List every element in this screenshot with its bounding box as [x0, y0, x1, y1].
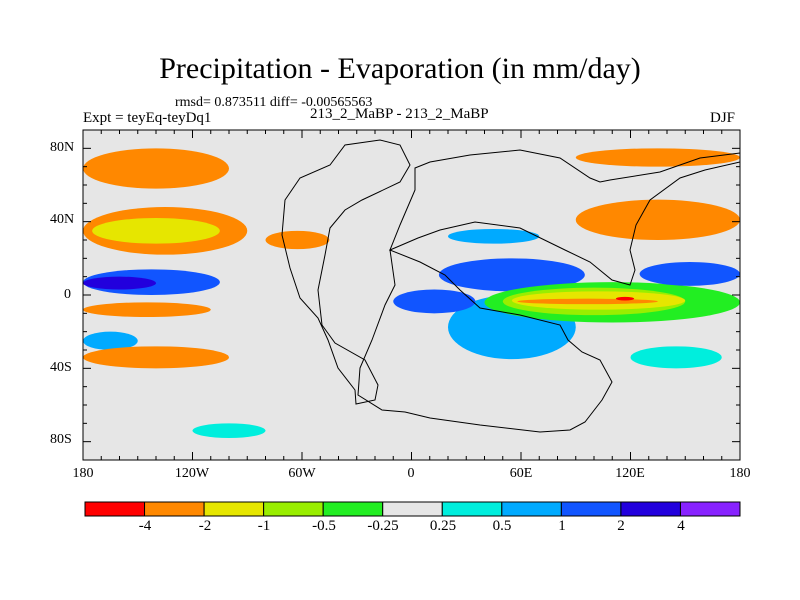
x-tick-label: 180	[729, 466, 751, 481]
y-tick-label: 80N	[50, 140, 75, 155]
experiment-label: Expt = teyEq-teyDq1	[83, 110, 212, 126]
contour-regions	[83, 148, 740, 438]
contour-region	[92, 218, 220, 244]
contour-region	[575, 148, 740, 167]
colorbar-swatch	[620, 501, 681, 517]
contour-region	[265, 230, 330, 250]
season-label: DJF	[710, 110, 736, 126]
chart-title: Precipitation - Evaporation (in mm/day)	[159, 52, 641, 85]
colorbar-label: 1	[558, 518, 566, 534]
contour-region	[438, 258, 585, 292]
colorbar-label: -4	[138, 518, 152, 534]
colorbar-label: -1	[257, 518, 271, 534]
contour-region	[83, 276, 156, 290]
colorbar-swatch	[382, 501, 443, 517]
contour-region	[639, 262, 740, 286]
colorbar-swatch	[501, 501, 562, 517]
contour-region	[630, 346, 722, 369]
colorbar-label: 0.25	[429, 518, 457, 534]
x-tick-label: 120E	[615, 466, 645, 481]
contour-region	[615, 296, 635, 301]
contour-region	[448, 229, 540, 244]
colorbar-swatch	[560, 501, 622, 517]
colorbar-swatch	[84, 501, 146, 517]
continent-outlines	[281, 139, 740, 433]
contour-region	[83, 302, 211, 317]
x-tick-label: 0	[407, 466, 415, 481]
rmsd-diff-stats: rmsd= 0.873511 diff= -0.00565563	[175, 95, 373, 110]
colorbar-swatch	[203, 501, 265, 517]
colorbar-swatch	[441, 501, 503, 517]
contour-region	[517, 298, 658, 305]
contour-region	[83, 346, 229, 369]
continent-outline-east	[389, 149, 740, 286]
y-tick-label: 40S	[50, 360, 72, 375]
contour-region	[575, 199, 740, 240]
x-tick-label: 60E	[509, 466, 533, 481]
colorbar-swatch	[263, 501, 324, 517]
colorbar-swatch	[679, 501, 741, 517]
contour-region	[83, 331, 138, 351]
axis-ticks	[82, 130, 741, 460]
y-tick-label: 80S	[50, 432, 72, 447]
x-tick-label: 60W	[288, 466, 316, 481]
x-tick-label: 120W	[174, 466, 210, 481]
contour-region	[393, 289, 476, 314]
colorbar-label: 4	[677, 518, 685, 534]
y-tick-label: 0	[64, 287, 71, 302]
continent-outline-south	[357, 249, 613, 433]
colorbar-label: -0.25	[367, 518, 399, 534]
colorbar-swatch	[144, 501, 205, 517]
x-tick-label: 180	[72, 466, 94, 481]
colorbar-label: 0.5	[492, 518, 512, 534]
y-tick-label: 40N	[50, 212, 75, 227]
chart-subtitle: 213_2_MaBP - 213_2_MaBP	[310, 106, 489, 122]
colorbar-label: 2	[617, 518, 625, 534]
colorbar-label: -2	[198, 518, 212, 534]
colorbar-label: -0.5	[312, 518, 336, 534]
contour-region	[83, 148, 229, 189]
colorbar-swatch	[322, 501, 384, 517]
continent-outline-west	[281, 139, 411, 405]
colorbar	[84, 501, 741, 517]
contour-region	[192, 423, 266, 438]
